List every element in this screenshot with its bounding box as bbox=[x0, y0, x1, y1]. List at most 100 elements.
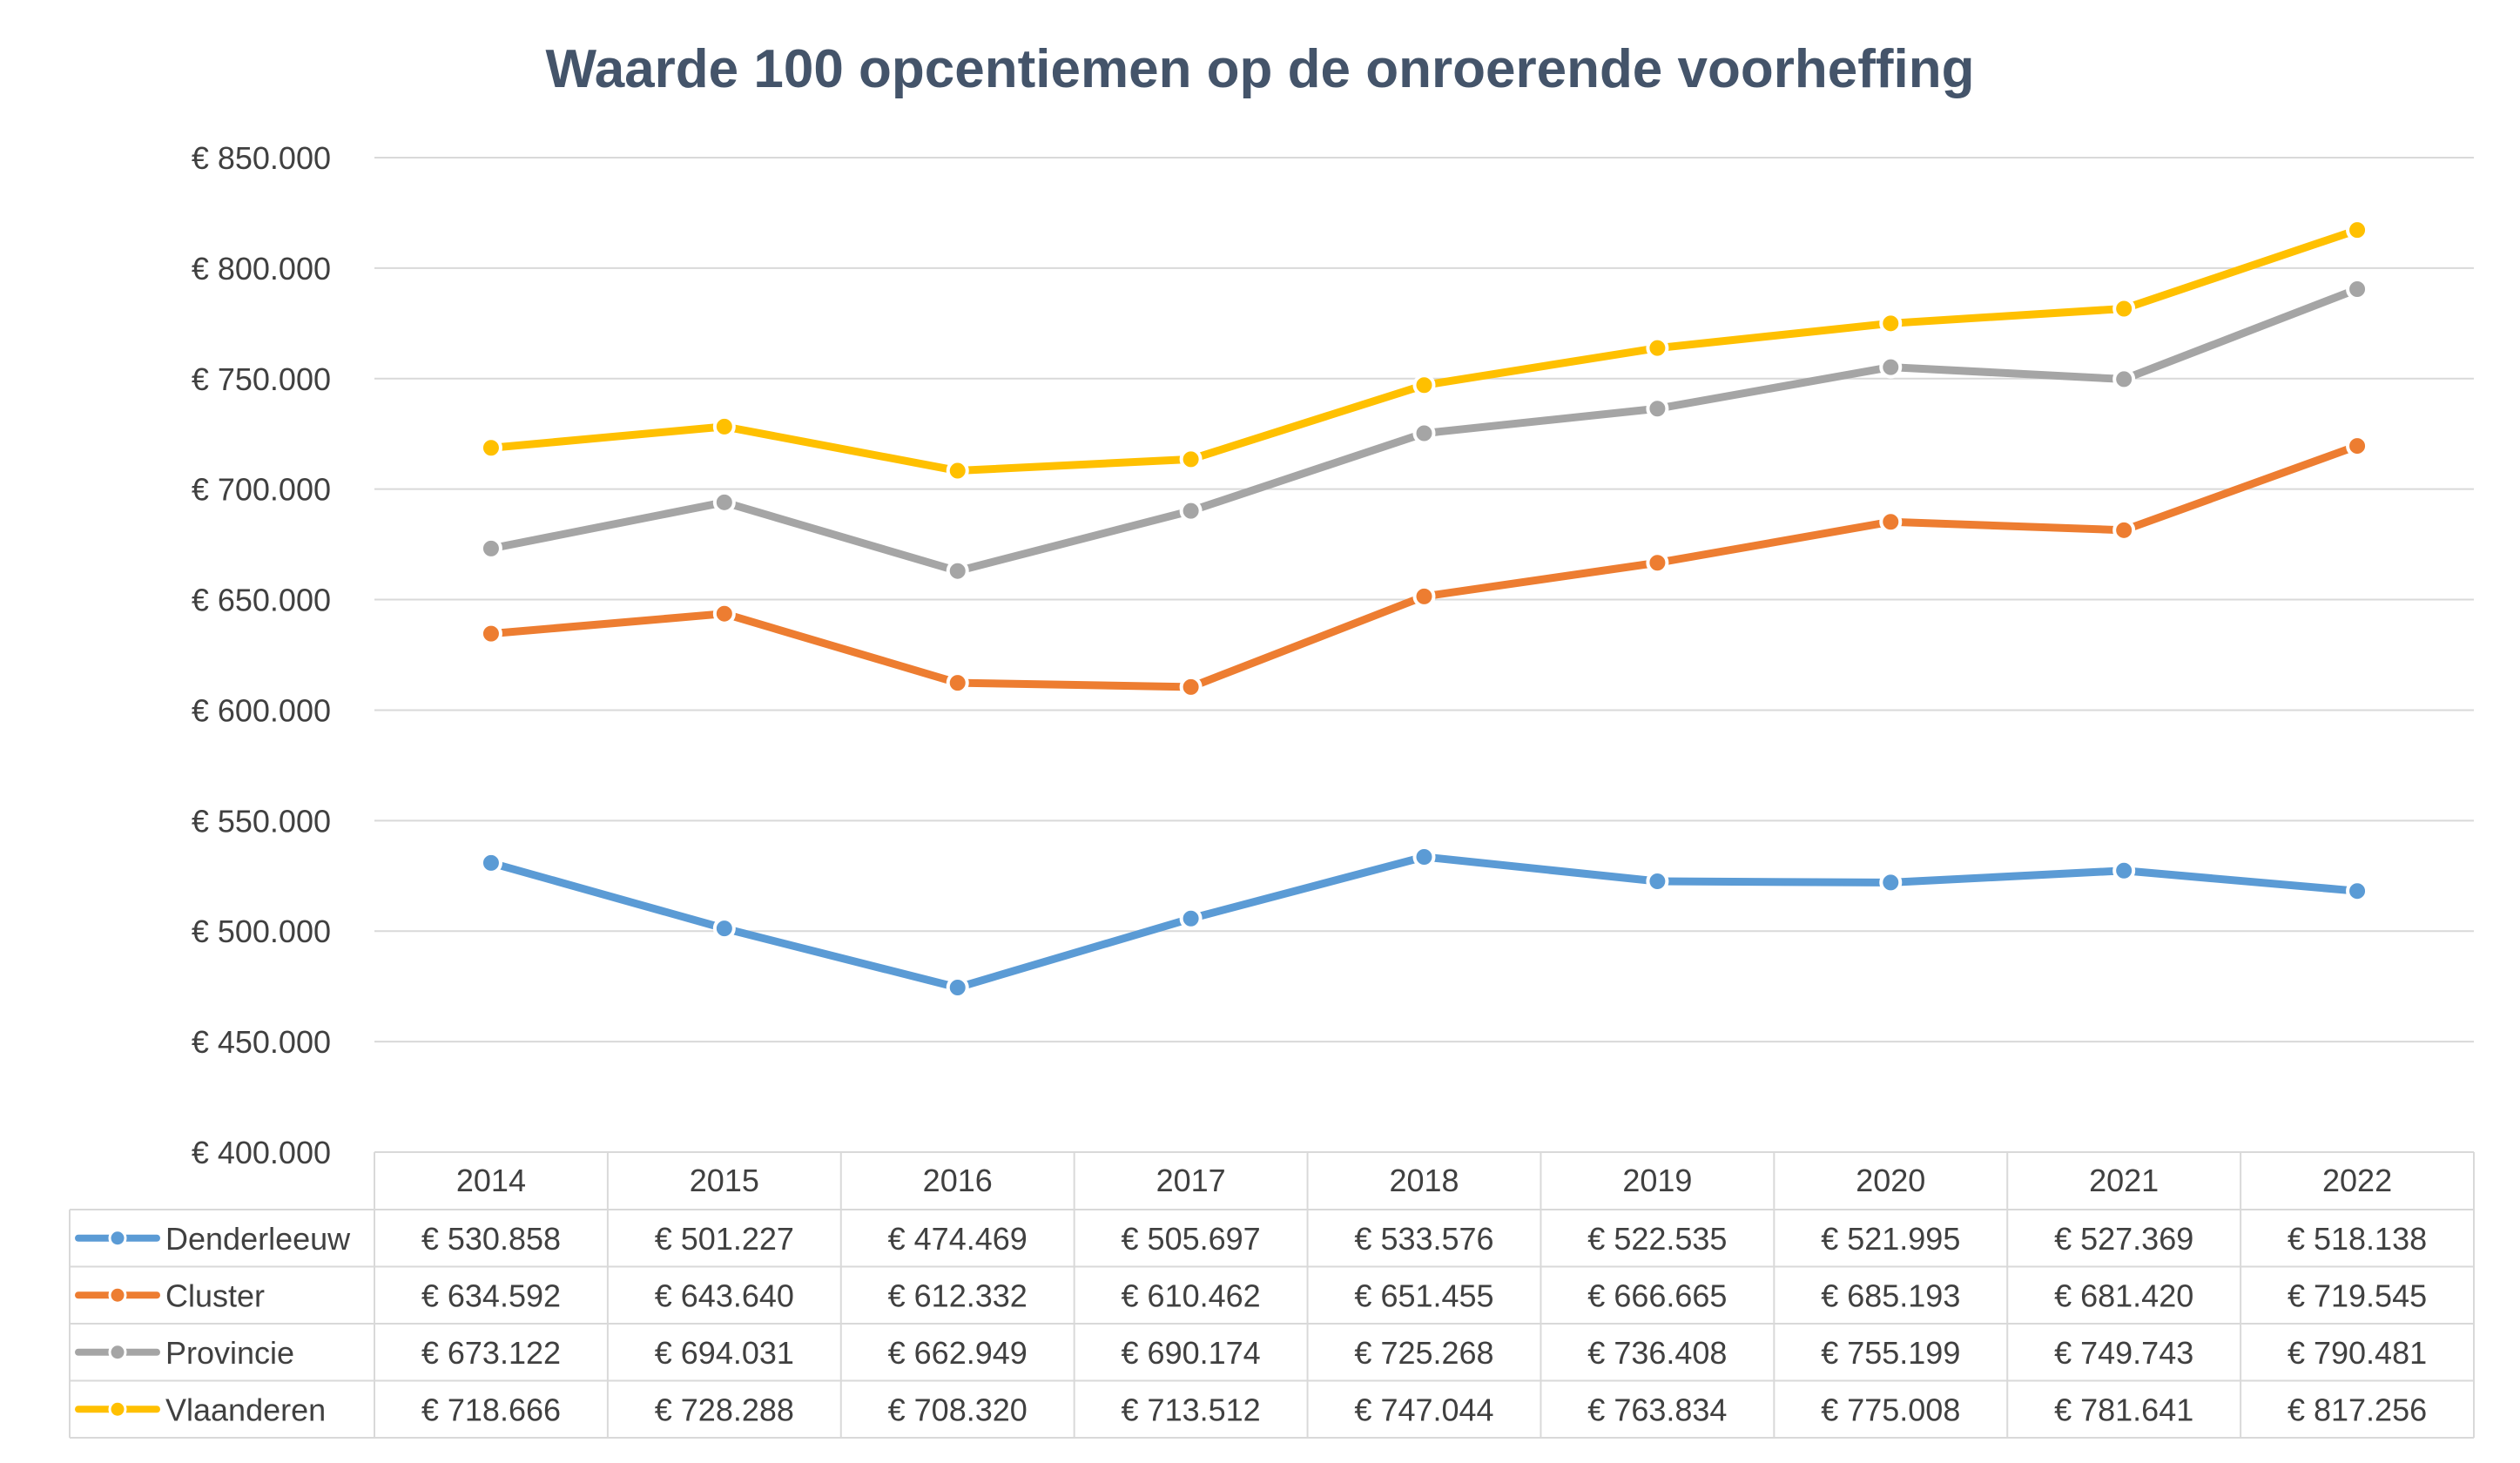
table-cell-value: € 474.469 bbox=[888, 1221, 1028, 1257]
x-tick-label: 2019 bbox=[1622, 1163, 1692, 1198]
data-point bbox=[2112, 367, 2136, 391]
data-point bbox=[946, 459, 969, 482]
legend-entry: Cluster bbox=[165, 1278, 265, 1313]
data-point bbox=[1879, 312, 1903, 335]
data-point bbox=[2112, 297, 2136, 320]
y-tick-label: € 850.000 bbox=[192, 140, 331, 176]
data-point bbox=[1412, 584, 1436, 608]
data-point bbox=[2346, 435, 2369, 458]
data-point bbox=[2346, 880, 2369, 903]
data-point bbox=[946, 559, 969, 583]
table-cell-value: € 673.122 bbox=[421, 1335, 561, 1371]
legend-key bbox=[75, 1285, 160, 1305]
legend-key bbox=[75, 1229, 160, 1248]
data-point bbox=[1179, 675, 1203, 698]
x-tick-label: 2020 bbox=[1856, 1163, 1925, 1198]
data-point bbox=[1412, 421, 1436, 445]
table-cell-value: € 666.665 bbox=[1587, 1278, 1727, 1313]
y-tick-label: € 500.000 bbox=[192, 914, 331, 949]
data-point bbox=[2112, 518, 2136, 542]
table-cell-value: € 755.199 bbox=[1821, 1335, 1960, 1371]
data-table: 2014 2015 2016 2017 2018 2019 2020 2021 2022 Dend… bbox=[69, 1151, 2475, 1439]
table-cell-value: € 763.834 bbox=[1587, 1392, 1727, 1427]
table-cell-value: € 681.420 bbox=[2054, 1278, 2193, 1313]
table-cell-value: € 527.369 bbox=[2054, 1221, 2193, 1257]
table-cell-value: € 719.545 bbox=[2288, 1278, 2427, 1313]
table-cell-value: € 634.592 bbox=[421, 1278, 561, 1313]
table-cell-value: € 718.666 bbox=[421, 1392, 561, 1427]
table-cell-value: € 781.641 bbox=[2054, 1392, 2193, 1427]
data-point bbox=[712, 602, 736, 625]
table-cell-value: € 662.949 bbox=[888, 1335, 1028, 1371]
data-point bbox=[2346, 278, 2369, 301]
data-point bbox=[1646, 551, 1669, 575]
data-point bbox=[1646, 397, 1669, 421]
data-point bbox=[1179, 907, 1203, 930]
table-cell-value: € 533.576 bbox=[1354, 1221, 1493, 1257]
data-point bbox=[712, 490, 736, 514]
x-tick-label: 2021 bbox=[2089, 1163, 2159, 1198]
table-cell-value: € 713.512 bbox=[1122, 1392, 1261, 1427]
table-cell-value: € 612.332 bbox=[888, 1278, 1028, 1313]
data-point bbox=[712, 415, 736, 438]
y-tick-label: € 800.000 bbox=[192, 251, 331, 287]
data-point bbox=[946, 976, 969, 1000]
table-cell-value: € 610.462 bbox=[1122, 1278, 1261, 1313]
y-tick-label: € 400.000 bbox=[192, 1135, 331, 1170]
data-point bbox=[1179, 499, 1203, 522]
table-cell-value: € 690.174 bbox=[1122, 1335, 1261, 1371]
table-cell-value: € 685.193 bbox=[1821, 1278, 1960, 1313]
data-point bbox=[712, 917, 736, 940]
data-point bbox=[479, 536, 502, 560]
table-cell-value: € 501.227 bbox=[655, 1221, 794, 1257]
table-cell-value: € 522.535 bbox=[1587, 1221, 1727, 1257]
x-tick-label: 2017 bbox=[1156, 1163, 1226, 1198]
legend-key bbox=[75, 1343, 160, 1362]
table-cell-value: € 790.481 bbox=[2288, 1335, 2427, 1371]
x-tick-label: 2015 bbox=[690, 1163, 759, 1198]
legend-entry: Denderleeuw bbox=[165, 1221, 351, 1257]
x-tick-label: 2022 bbox=[2322, 1163, 2392, 1198]
legend-entry: Provincie bbox=[165, 1335, 294, 1371]
data-point bbox=[2112, 859, 2136, 882]
table-cell-value: € 521.995 bbox=[1821, 1221, 1960, 1257]
data-point bbox=[479, 851, 502, 874]
table-cell-value: € 694.031 bbox=[655, 1335, 794, 1371]
table-cell-value: € 518.138 bbox=[2288, 1221, 2427, 1257]
table-cell-value: € 728.288 bbox=[655, 1392, 794, 1427]
data-point bbox=[1179, 448, 1203, 471]
y-tick-label: € 550.000 bbox=[192, 803, 331, 839]
legend-key bbox=[75, 1399, 160, 1419]
table-cell-value: € 736.408 bbox=[1587, 1335, 1727, 1371]
data-point bbox=[1879, 510, 1903, 534]
data-point bbox=[479, 436, 502, 460]
table-cell-value: € 775.008 bbox=[1821, 1392, 1960, 1427]
x-tick-label: 2016 bbox=[923, 1163, 993, 1198]
data-point bbox=[1412, 374, 1436, 397]
series-lines bbox=[479, 219, 2369, 1000]
y-tick-label: € 600.000 bbox=[192, 692, 331, 728]
data-point bbox=[1879, 355, 1903, 379]
y-tick-label: € 750.000 bbox=[192, 361, 331, 397]
data-point bbox=[1412, 846, 1436, 869]
table-cell-value: € 505.697 bbox=[1122, 1221, 1261, 1257]
y-tick-label: € 650.000 bbox=[192, 583, 331, 618]
data-point bbox=[1879, 871, 1903, 894]
data-point bbox=[946, 671, 969, 695]
y-tick-label: € 450.000 bbox=[192, 1024, 331, 1060]
x-tick-label: 2018 bbox=[1389, 1163, 1459, 1198]
legend-entry: Vlaanderen bbox=[165, 1392, 326, 1427]
data-point bbox=[479, 622, 502, 645]
data-point bbox=[1646, 870, 1669, 893]
table-cell-value: € 749.743 bbox=[2054, 1335, 2193, 1371]
table-cell-value: € 747.044 bbox=[1354, 1392, 1493, 1427]
data-point bbox=[2346, 219, 2369, 242]
data-point bbox=[1646, 336, 1669, 360]
table-cell-value: € 817.256 bbox=[2288, 1392, 2427, 1427]
table-cell-value: € 725.268 bbox=[1354, 1335, 1493, 1371]
table-cell-value: € 708.320 bbox=[888, 1392, 1028, 1427]
table-cell-value: € 651.455 bbox=[1354, 1278, 1493, 1313]
chart-title: Waarde 100 opcentiemen op de onroerende … bbox=[545, 39, 1974, 99]
